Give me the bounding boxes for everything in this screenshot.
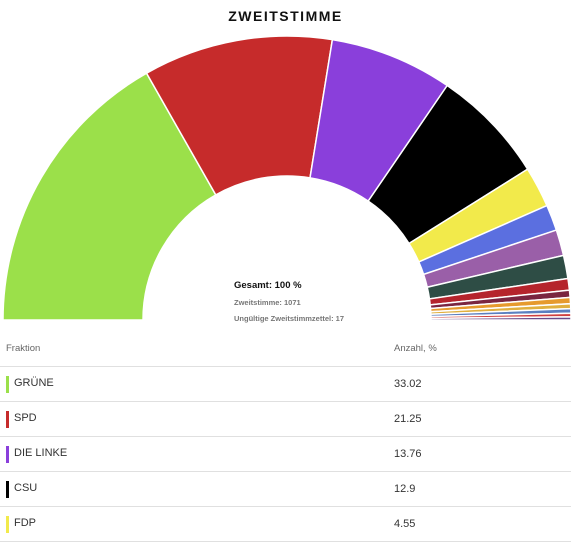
party-color-swatch — [6, 516, 9, 533]
party-name: GRÜNE — [14, 377, 54, 389]
party-value: 13.76 — [394, 448, 422, 460]
column-header-fraktion: Fraktion — [6, 342, 41, 354]
party-name: FDP — [14, 517, 36, 529]
table-header: Fraktion Anzahl, % — [0, 330, 571, 367]
table-row: FDP 4.55 — [0, 507, 571, 542]
party-name: SPD — [14, 412, 37, 424]
party-color-swatch — [6, 411, 9, 428]
votes-label: Zweitstimme: 1071 — [234, 298, 301, 307]
party-name: DIE LINKE — [14, 447, 68, 459]
party-color-swatch — [6, 376, 9, 393]
party-color-swatch — [6, 446, 9, 463]
invalid-ballots-label: Ungültige Zweitstimmzettel: 17 — [234, 314, 345, 323]
table-row: SPD 21.25 — [0, 402, 571, 437]
party-value: 21.25 — [394, 413, 422, 425]
semicircle-donut-chart — [2, 35, 571, 321]
party-value: 12.9 — [394, 483, 416, 495]
party-value: 33.02 — [394, 378, 422, 390]
column-header-anzahl: Anzahl, % — [394, 342, 437, 354]
party-value: 4.55 — [394, 518, 416, 530]
table-row: GRÜNE 33.02 — [0, 367, 571, 402]
chart-slice-grüne — [2, 72, 217, 321]
party-color-swatch — [6, 481, 9, 498]
chart-slices — [2, 35, 571, 321]
results-table: Fraktion Anzahl, % GRÜNE 33.02 SPD 21.25… — [0, 330, 571, 542]
chart-title: ZWEITSTIMME — [228, 8, 343, 24]
table-row: DIE LINKE 13.76 — [0, 437, 571, 472]
total-label: Gesamt: 100 % — [234, 280, 302, 291]
table-row: CSU 12.9 — [0, 472, 571, 507]
chart-center-info: Gesamt: 100 % Zweitstimme: 1071 Ungültig… — [234, 280, 404, 323]
party-name: CSU — [14, 482, 38, 494]
